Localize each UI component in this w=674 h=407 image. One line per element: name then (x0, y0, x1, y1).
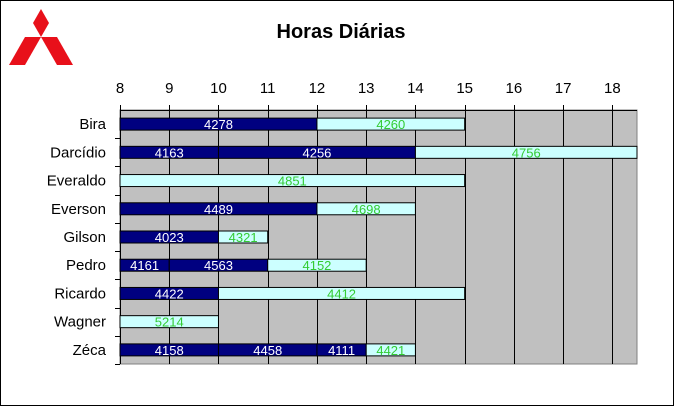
x-tick-label: 14 (407, 80, 424, 97)
bar-value-label: 4023 (155, 230, 184, 245)
bar-value-label: 4422 (155, 286, 184, 301)
x-tick-label: 12 (309, 80, 326, 97)
bar-value-label: 4152 (302, 258, 331, 273)
bar-segment (217, 230, 269, 244)
chart-title: Horas Diárias (277, 21, 406, 43)
bar-value-label: 4278 (204, 117, 233, 132)
bar-value-label: 4158 (155, 343, 184, 358)
mitsubishi-logo-icon (9, 9, 73, 65)
x-tick-label: 11 (260, 80, 276, 97)
bar-value-label: 4260 (376, 117, 405, 132)
logo-diamond-2 (17, 37, 41, 51)
bar-value-label: 4412 (327, 286, 356, 301)
bar-value-label: 4458 (253, 343, 282, 358)
bar-value-label: 4163 (155, 145, 184, 160)
x-tick-label: 13 (358, 80, 375, 97)
bar-value-label: 4698 (352, 202, 381, 217)
bar-segment (119, 315, 219, 329)
category-label: Wagner (54, 314, 106, 331)
x-tick-label: 10 (210, 80, 227, 97)
logo-diamond-tail-2 (49, 51, 73, 65)
category-label: Gilson (63, 229, 106, 246)
logo-diamond-1 (33, 9, 49, 37)
bar-value-label: 4111 (328, 343, 355, 358)
bar-segment (365, 343, 416, 357)
plot-area: 8 9 10 11 12 13 14 15 16 17 18 Bira 4278 4260 Darcídio… (47, 80, 638, 365)
category-label: Bira (79, 116, 106, 133)
x-tick-label: 17 (555, 80, 572, 97)
logo-diamond-3 (41, 37, 65, 51)
x-tick-label: 9 (165, 80, 173, 97)
bar-segment (119, 174, 466, 188)
bar-value-label: 4421 (376, 343, 405, 358)
bar-segment (217, 286, 466, 300)
logo-diamond-tail-1 (9, 51, 33, 65)
category-label: Everson (51, 201, 106, 218)
category-label: Everaldo (47, 173, 106, 190)
category-label: Ricardo (54, 285, 106, 302)
category-label: Darcídio (50, 144, 106, 161)
bar-value-label: 5214 (155, 315, 184, 330)
bar-value-label: 4563 (204, 258, 233, 273)
category-label: Pedro (66, 257, 106, 274)
bar-segment (316, 202, 416, 216)
x-tick-label: 18 (604, 80, 621, 97)
bar-segment (316, 117, 466, 131)
bar-value-label: 4489 (204, 202, 233, 217)
x-tick-label: 15 (456, 80, 473, 97)
bar-value-label: 4321 (229, 230, 258, 245)
x-tick-label: 8 (116, 80, 124, 97)
bar-value-label: 4161 (130, 258, 159, 273)
bar-value-label: 4256 (302, 145, 331, 160)
bar-value-label: 4851 (278, 174, 307, 189)
bar-segment (267, 258, 367, 272)
bar-value-label: 4756 (512, 145, 541, 160)
bar-segment (414, 145, 638, 159)
category-label: Zéca (73, 342, 107, 359)
x-tick-label: 16 (506, 80, 523, 97)
